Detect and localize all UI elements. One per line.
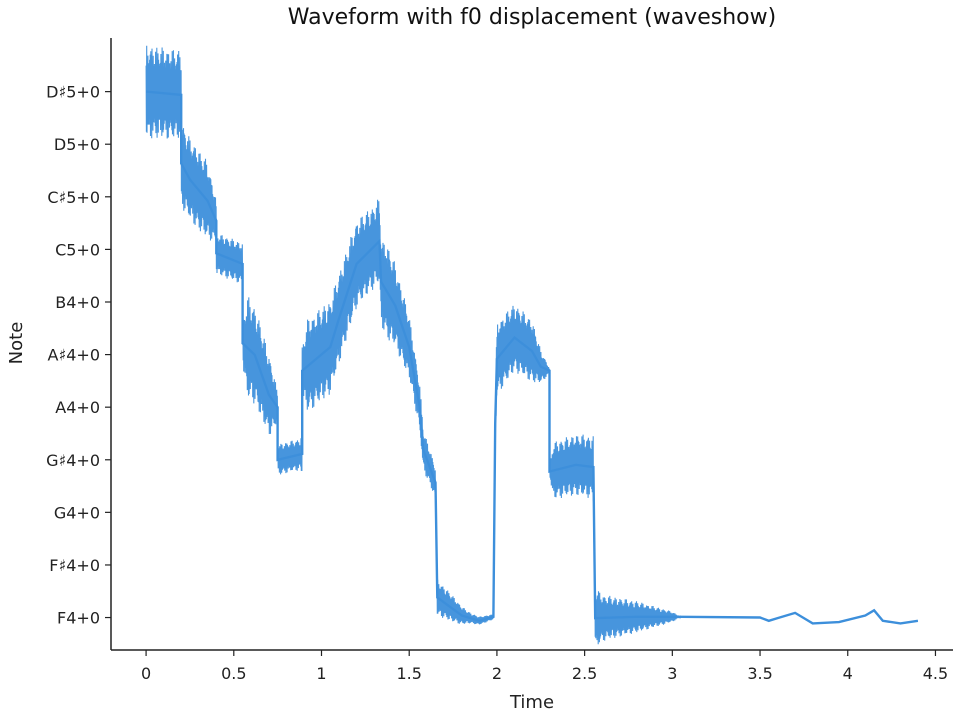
y-tick-label: F♯4+0 bbox=[49, 556, 100, 575]
y-tick-label: G♯4+0 bbox=[46, 451, 100, 470]
y-tick-label: C♯5+0 bbox=[47, 188, 100, 207]
x-tick-label: 2.5 bbox=[572, 664, 597, 683]
x-tick-label: 2 bbox=[492, 664, 502, 683]
y-tick-label: A♯4+0 bbox=[48, 346, 100, 365]
y-tick-label: C5+0 bbox=[55, 240, 100, 259]
x-tick-label: 4 bbox=[843, 664, 853, 683]
waveform-series bbox=[145, 45, 919, 645]
x-tick-label: 3.5 bbox=[747, 664, 772, 683]
y-tick-label: D5+0 bbox=[54, 135, 100, 154]
x-tick-label: 4.5 bbox=[923, 664, 948, 683]
x-tick-label: 1 bbox=[316, 664, 326, 683]
x-axis-label: Time bbox=[509, 692, 554, 713]
y-axis-label: Note bbox=[6, 322, 27, 365]
y-tick-label: D♯5+0 bbox=[46, 83, 100, 102]
x-tick-label: 3 bbox=[667, 664, 677, 683]
waveform-path bbox=[145, 45, 918, 645]
y-tick-label: F4+0 bbox=[57, 609, 100, 628]
x-tick-label: 0.5 bbox=[221, 664, 246, 683]
y-tick-label: B4+0 bbox=[55, 293, 100, 312]
x-tick-label: 0 bbox=[141, 664, 151, 683]
y-tick-label: A4+0 bbox=[55, 398, 100, 417]
chart-title: Waveform with f0 displacement (waveshow) bbox=[288, 5, 776, 30]
tick-labels: 0 0.5 1 1.5 2 2.5 3 3.5 4 4.5 F4+0 F♯4+0 G4+0 G♯4+0 A4… bbox=[46, 83, 948, 683]
x-tick-label: 1.5 bbox=[396, 664, 421, 683]
chart-axes bbox=[110, 38, 953, 651]
y-tick-label: G4+0 bbox=[54, 503, 100, 522]
